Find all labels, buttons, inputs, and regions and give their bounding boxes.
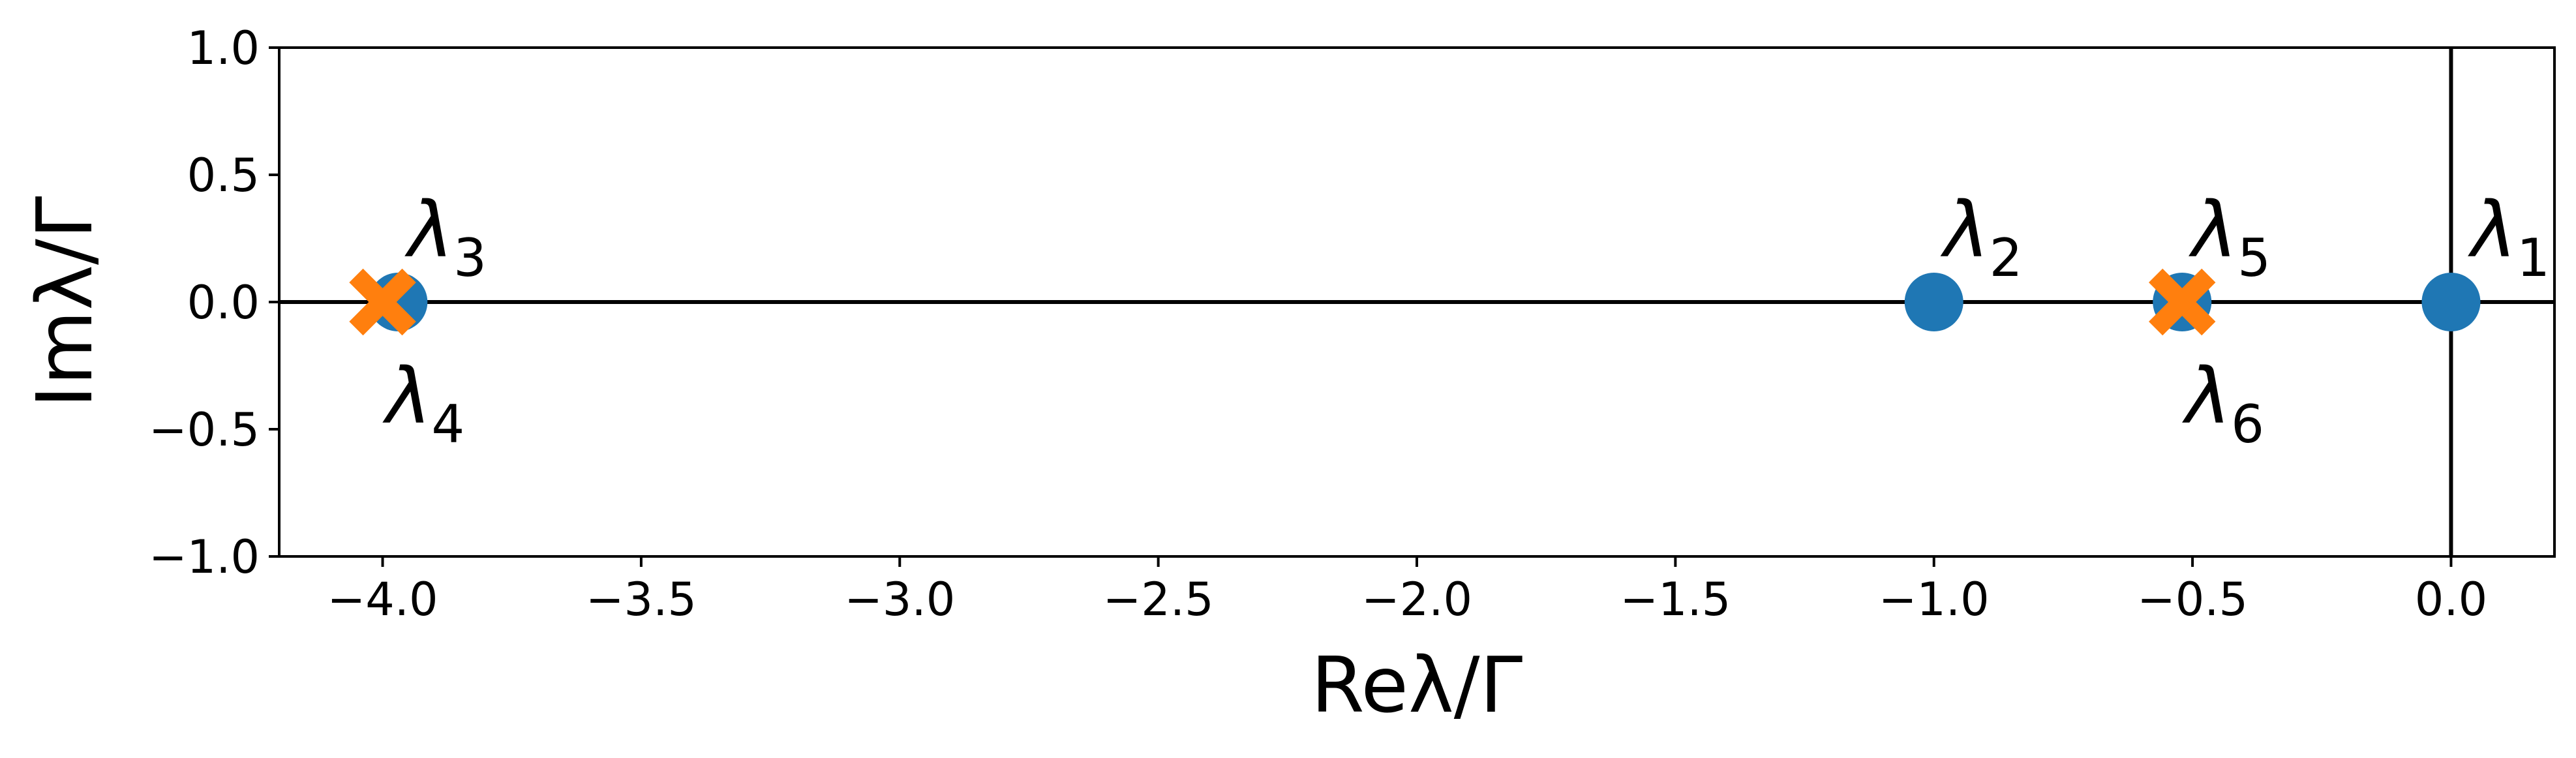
circle-marker — [1904, 273, 1963, 331]
x-tick-label: −0.5 — [2137, 573, 2248, 626]
eigenvalue-label-1: λ1 — [2467, 185, 2550, 288]
y-axis-ticks: 1.0 0.5 0.0 −0.5 −1.0 — [149, 22, 279, 584]
circle-marker — [369, 273, 428, 331]
x-tick-label: −1.5 — [1620, 573, 1731, 626]
x-tick-label: −3.5 — [586, 573, 697, 626]
eigenvalue-label-2: λ2 — [1940, 185, 2023, 288]
data-points — [349, 268, 2481, 336]
x-tick-label: −4.0 — [327, 573, 438, 626]
x-axis-ticks: −4.0 −3.5 −3.0 −2.5 −2.0 −1.5 −1.0 −0.5 0.0 — [327, 556, 2487, 626]
eigenvalue-label-5: λ5 — [2188, 185, 2271, 288]
y-tick-label: −0.5 — [149, 403, 260, 457]
x-marker-stroke — [349, 268, 416, 336]
point-annotations: λ1 λ2 λ3 λ4 λ5 λ6 — [382, 185, 2551, 455]
y-tick-label: −1.0 — [149, 530, 260, 584]
x-tick-label: 0.0 — [2415, 573, 2487, 626]
x-tick-label: −2.0 — [1361, 573, 1472, 626]
x-tick-label: −1.0 — [1879, 573, 1990, 626]
y-axis-label: Imλ/Γ — [20, 196, 110, 408]
eigenvalue-label-6: λ6 — [2181, 351, 2264, 455]
x-tick-label: −2.5 — [1103, 573, 1214, 626]
circle-marker — [2421, 273, 2481, 331]
eigenvalue-label-4: λ4 — [382, 351, 465, 455]
eigenvalue-label-3: λ3 — [404, 185, 487, 288]
y-tick-label: 0.0 — [187, 276, 260, 329]
y-tick-label: 0.5 — [187, 149, 260, 202]
x-tick-label: −3.0 — [844, 573, 955, 626]
x-marker — [349, 268, 416, 336]
x-marker — [2149, 268, 2216, 336]
plot-frame — [278, 46, 2556, 558]
y-tick-label: 1.0 — [187, 22, 260, 75]
x-marker-stroke — [2149, 268, 2216, 336]
x-axis-label: Reλ/Γ — [1311, 640, 1523, 730]
